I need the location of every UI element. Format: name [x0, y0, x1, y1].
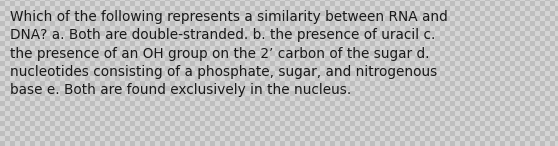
Text: Which of the following represents a similarity between RNA and
DNA? a. Both are : Which of the following represents a simi… [10, 10, 448, 97]
